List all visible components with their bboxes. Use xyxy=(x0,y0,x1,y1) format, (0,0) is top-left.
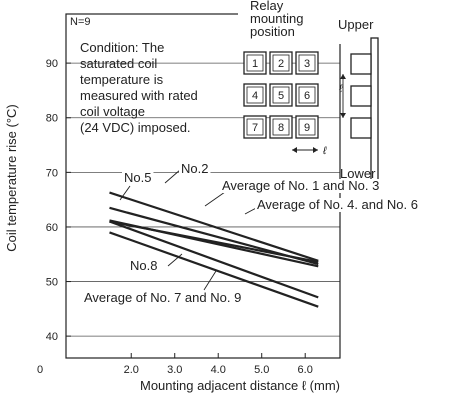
series-label-bg xyxy=(179,162,211,176)
inset-title-bg xyxy=(238,0,386,44)
relay-position-number: 4 xyxy=(252,90,258,102)
series-labels: No.5 No.2 Average of No. 1 and No. 3 Averag… xyxy=(82,161,420,305)
inset-upper-label: Upper xyxy=(338,17,374,32)
relay-position-number: 7 xyxy=(252,122,258,134)
x-tick-label: 3.0 xyxy=(167,364,182,376)
inset-title-line: Relay xyxy=(250,0,284,13)
relay-position-box xyxy=(295,51,319,75)
condition-line: (24 VDC) imposed. xyxy=(80,120,191,135)
relay-position-box-inner xyxy=(246,86,264,104)
series-label-bg xyxy=(82,291,244,305)
x-tick-label: 6.0 xyxy=(298,364,313,376)
condition-line: saturated coil xyxy=(80,56,157,71)
y-tick-label: 50 xyxy=(46,277,58,289)
series-label-leader xyxy=(119,185,131,201)
condition-line: coil voltage xyxy=(80,104,145,119)
condition-line: Condition: The xyxy=(80,40,164,55)
relay-position-box xyxy=(269,83,293,107)
series-label-bg xyxy=(220,179,382,193)
x-tick-label: 5.0 xyxy=(254,364,269,376)
relay-position-box xyxy=(295,83,319,107)
series-label-1: No.5 xyxy=(124,170,151,185)
relay-position-number: 3 xyxy=(304,58,310,70)
condition-line: temperature is xyxy=(80,72,164,87)
tick-labels: 40 50 60 70 80 90 0 2.0 3.0 4.0 5.0 6.0 xyxy=(37,58,313,376)
series-line-6 xyxy=(109,231,319,308)
relay-position-box xyxy=(269,115,293,139)
series-line-5 xyxy=(109,220,319,299)
relay-position-box-inner xyxy=(246,118,264,136)
relay-position-number: 9 xyxy=(304,122,310,134)
y-tick-label: 80 xyxy=(46,113,58,125)
relay-position-box xyxy=(269,51,293,75)
condition-line: measured with rated xyxy=(80,88,198,103)
relay-position-box-inner xyxy=(298,86,316,104)
series-label-bg xyxy=(128,259,160,273)
series-label-6: Average of No. 7 and No. 9 xyxy=(84,290,241,305)
x-axis-label: Mounting adjacent distance ℓ (mm) xyxy=(140,378,340,393)
series-label-bg xyxy=(122,171,154,185)
y-tick-label: 40 xyxy=(46,331,58,343)
relay-position-number: 6 xyxy=(304,90,310,102)
inset-title-line: mounting xyxy=(250,11,303,26)
y-tick-label: 70 xyxy=(46,167,58,179)
x-tick-label: 2.0 xyxy=(124,364,139,376)
y-tick-label: 90 xyxy=(46,58,58,70)
relay-position-box-inner xyxy=(246,54,264,72)
x-tick-label: 4.0 xyxy=(211,364,226,376)
series-label-5: No.8 xyxy=(130,258,157,273)
series-line-1 xyxy=(109,191,319,262)
series-label-3: Average of No. 1 and No. 3 xyxy=(222,178,379,193)
vertical-dimension-symbol: ℓ xyxy=(338,83,343,95)
series-label-leader xyxy=(164,169,181,184)
side-view-relay xyxy=(350,53,372,75)
horizontal-dimension-symbol: ℓ xyxy=(322,145,327,157)
relay-position-number: 1 xyxy=(252,58,258,70)
relay-position-number: 5 xyxy=(278,90,284,102)
relay-position-box-inner xyxy=(298,118,316,136)
relay-position-box xyxy=(243,115,267,139)
side-view-relay xyxy=(350,117,372,139)
series-label-bg xyxy=(255,198,420,212)
relay-position-number: 2 xyxy=(278,58,284,70)
inset-title-line: position xyxy=(250,24,295,39)
relay-position-box-inner xyxy=(272,118,290,136)
series-label-leader xyxy=(204,191,226,207)
series-label-4: Average of No. 4. and No. 6 xyxy=(257,197,418,212)
y-tick-label: 60 xyxy=(46,222,58,234)
relay-position-box-inner xyxy=(272,86,290,104)
relay-position-box xyxy=(295,115,319,139)
relay-position-box-inner xyxy=(298,54,316,72)
x-tick-label: 0 xyxy=(37,364,43,376)
sample-note: N=9 xyxy=(70,16,91,28)
relay-position-box xyxy=(243,83,267,107)
series-lines xyxy=(109,191,319,308)
relay-position-box-inner xyxy=(272,54,290,72)
series-label-leader xyxy=(167,253,183,267)
series-label-leader xyxy=(203,270,217,291)
y-axis-label: Coil temperature rise (°C) xyxy=(4,104,19,252)
gridlines xyxy=(66,62,340,337)
relay-position-number: 8 xyxy=(278,122,284,134)
series-line-4 xyxy=(109,220,319,263)
series-label-2: No.2 xyxy=(181,161,208,176)
side-view-panel xyxy=(370,37,379,181)
inset-lower-label: Lower xyxy=(340,166,376,181)
side-view-relay xyxy=(350,85,372,107)
vertical-dimension-arrowheads xyxy=(340,74,346,118)
relay-position-box xyxy=(243,51,267,75)
